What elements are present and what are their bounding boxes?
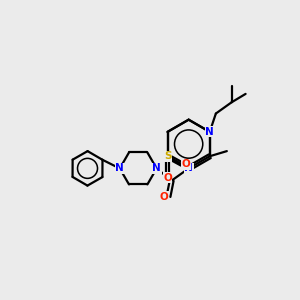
Text: S: S [164,151,171,161]
Text: N: N [116,164,124,173]
Text: O: O [182,159,191,169]
Text: O: O [160,192,168,202]
Text: N: N [152,164,161,173]
Text: N: N [206,127,214,137]
Text: N: N [184,164,193,173]
Text: O: O [163,172,172,183]
